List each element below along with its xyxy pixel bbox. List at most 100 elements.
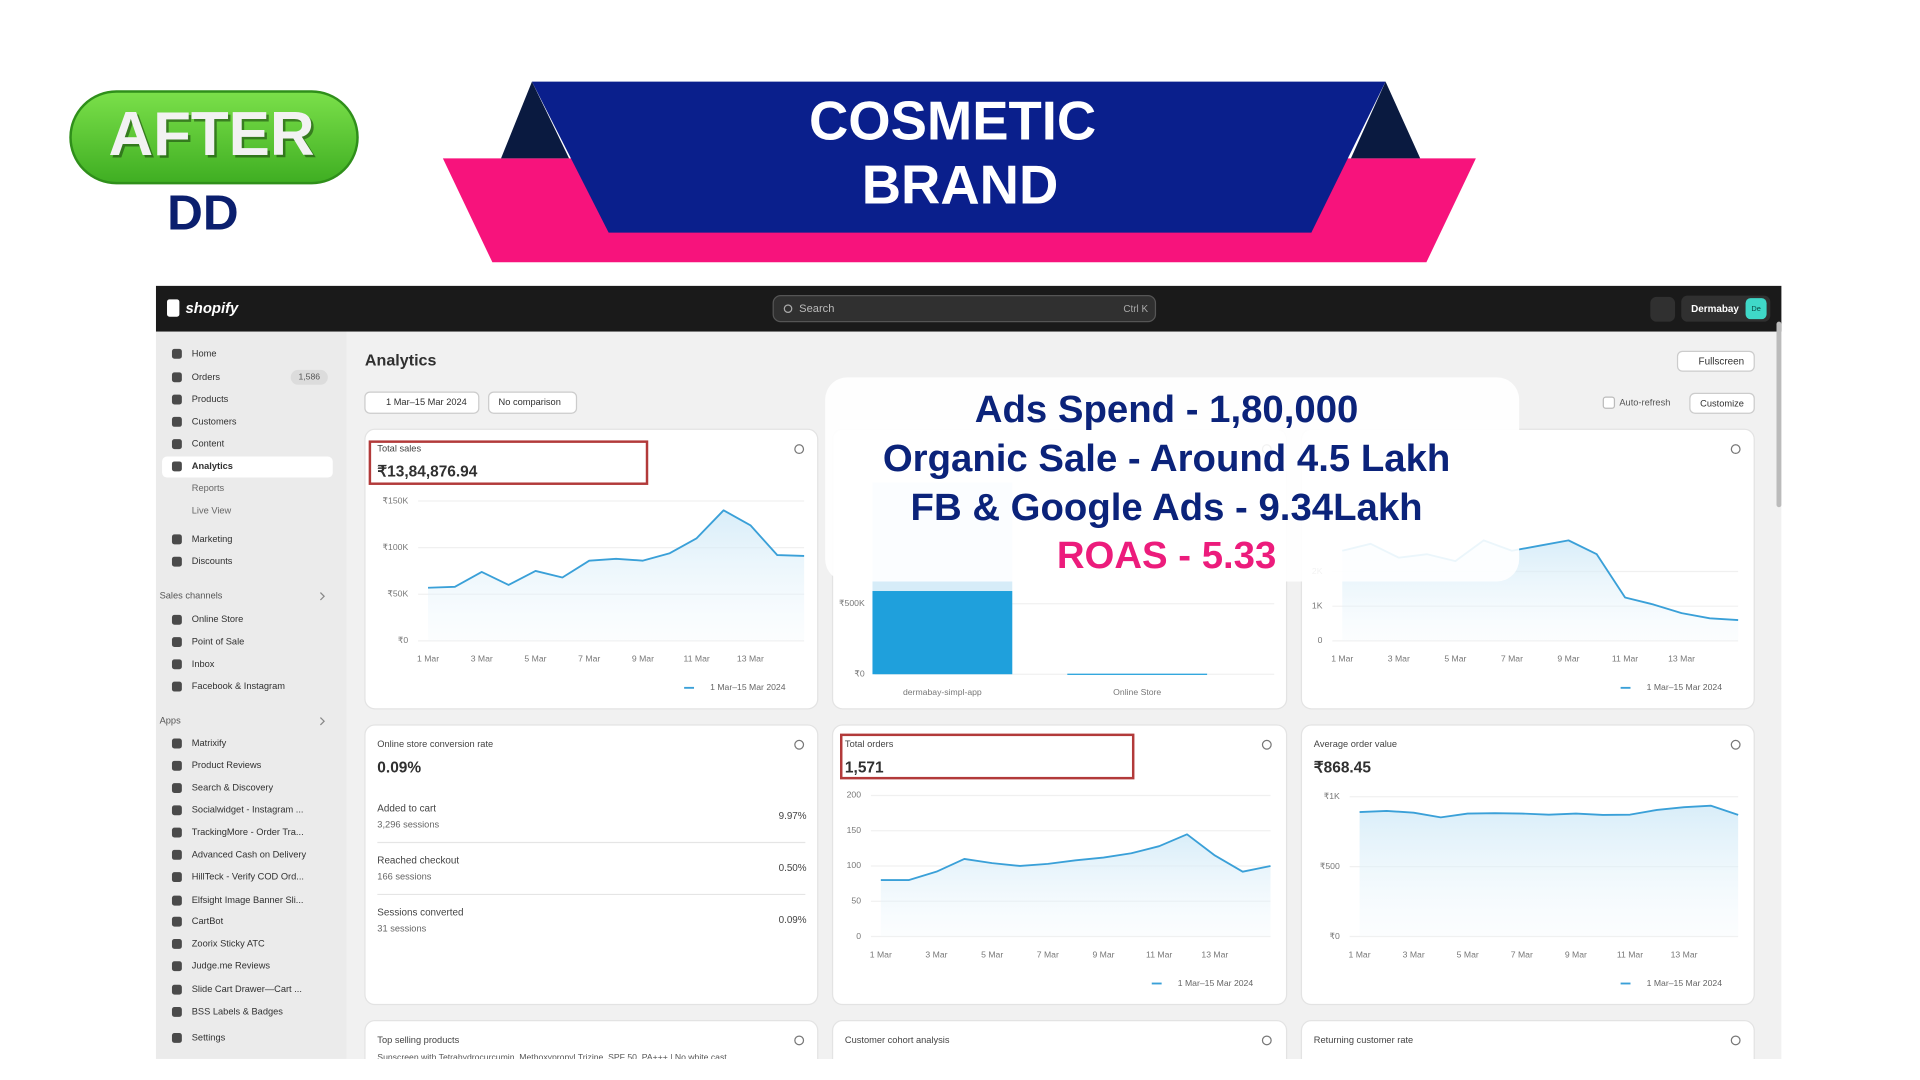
sidebar-item[interactable]: BSS Labels & Badges [192, 1006, 284, 1016]
sidebar-item[interactable]: Inbox [192, 659, 215, 669]
sidebar-item[interactable]: Orders [192, 372, 221, 382]
sidebar [155, 331, 347, 1059]
store-name[interactable]: Dermabay [1691, 304, 1739, 315]
sidebar-item[interactable]: Discounts [192, 556, 233, 566]
sidebar-item[interactable]: Slide Cart Drawer—Cart ... [192, 984, 302, 994]
after-pill [69, 90, 359, 185]
sidebar-item[interactable]: Zoorix Sticky ATC [192, 938, 265, 948]
sidebar-icon [171, 805, 182, 816]
sidebar-item[interactable]: Advanced Cash on Delivery [192, 849, 307, 859]
card-icon[interactable] [1261, 1035, 1272, 1046]
area-fill [1359, 805, 1739, 937]
card-title: Online store conversion rate [377, 739, 493, 749]
logo-icon [167, 299, 180, 317]
line [428, 509, 805, 589]
x-tick-label: 3 Mar [471, 654, 493, 664]
sidebar-item[interactable]: Judge.me Reviews [192, 961, 271, 971]
x-tick-label: 11 Mar [1612, 654, 1638, 664]
sidebar-item[interactable]: Products [192, 394, 229, 404]
sidebar-icon [171, 849, 182, 860]
card-icon[interactable] [794, 739, 805, 750]
x-tick-label: 1 Mar [417, 654, 439, 664]
x-tick-label: 7 Mar [1501, 654, 1523, 664]
autorefresh-label[interactable]: Auto-refresh [1619, 398, 1670, 408]
banner-line: BRAND [862, 155, 1059, 216]
sidebar-item[interactable]: Customers [192, 416, 237, 426]
y-tick-label: 50 [851, 896, 861, 906]
sidebar-item[interactable]: Marketing [192, 534, 233, 544]
card-icon[interactable] [1730, 739, 1741, 750]
y-tick-label: ₹150K [383, 495, 409, 505]
banner-fold [1350, 81, 1421, 159]
sidebar-section: Sales channels [160, 591, 223, 601]
card-icon[interactable] [794, 1035, 805, 1046]
card-icon[interactable] [1730, 1035, 1741, 1046]
chevron [319, 592, 325, 601]
y-tick-label: 200 [847, 790, 862, 800]
row-sub: 166 sessions [377, 872, 431, 882]
sidebar-item[interactable]: Facebook & Instagram [192, 681, 285, 691]
x-tick-label: dermabay-simpl-app [903, 687, 982, 697]
autorefresh-checkbox[interactable] [1602, 396, 1616, 409]
sidebar-item[interactable]: Settings [192, 1032, 226, 1042]
banner-fold [501, 81, 570, 159]
fullscreen-label[interactable]: Fullscreen [1699, 356, 1745, 367]
fullscreen-button[interactable] [1676, 350, 1755, 372]
comparison-button[interactable] [488, 391, 578, 414]
sidebar-item[interactable]: Elfsight Image Banner Sli... [192, 895, 304, 905]
sidebar-item[interactable]: Home [192, 348, 217, 358]
comparison-label[interactable]: No comparison [499, 397, 561, 407]
overlay-line: Ads Spend - 1,80,000 [975, 388, 1359, 431]
customize-button[interactable] [1689, 392, 1755, 414]
sidebar-icon [171, 637, 182, 648]
card-icon[interactable] [794, 444, 805, 455]
line [880, 833, 1271, 882]
card [364, 724, 819, 1006]
sidebar-item[interactable]: CartBot [192, 916, 224, 926]
x-tick-label: 1 Mar [870, 949, 892, 959]
sidebar-item[interactable]: Product Reviews [192, 760, 262, 770]
sidebar-icon [171, 659, 182, 670]
legend-label: 1 Mar–15 Mar 2024 [1647, 978, 1723, 988]
card [1300, 1020, 1755, 1059]
sidebar-subitem[interactable]: Reports [192, 483, 225, 493]
search-box[interactable] [772, 295, 1157, 323]
y-tick-label: ₹0 [398, 635, 408, 645]
sidebar-icon [171, 372, 182, 383]
card-title: Total orders [845, 739, 894, 749]
card-title: Top selling products [377, 1035, 459, 1045]
x-tick-label: 5 Mar [981, 949, 1003, 959]
x-tick-label: 13 Mar [1668, 654, 1695, 664]
date-button[interactable] [364, 391, 480, 414]
area-fill [880, 834, 1271, 937]
customize-label[interactable]: Customize [1700, 398, 1744, 408]
date-label[interactable]: 1 Mar–15 Mar 2024 [386, 397, 467, 407]
y-tick-label: ₹100K [383, 542, 409, 552]
sidebar-icon [171, 916, 182, 927]
sidebar-item[interactable]: Content [192, 439, 225, 449]
x-tick-label: 3 Mar [1403, 949, 1425, 959]
search-placeholder[interactable]: Search [799, 303, 834, 315]
sidebar-item[interactable]: HillTeck - Verify COD Ord... [192, 872, 304, 882]
sidebar-item[interactable]: Socialwidget - Instagram ... [192, 805, 304, 815]
sidebar-item[interactable]: Online Store [192, 614, 244, 624]
sidebar-item[interactable]: Analytics [192, 461, 233, 471]
x-tick-label: 9 Mar [1557, 654, 1579, 664]
overlay-line: FB & Google Ads - 9.34Lakh [911, 486, 1423, 529]
sidebar-icon [171, 556, 182, 567]
sidebar-item[interactable]: Point of Sale [192, 637, 245, 647]
sidebar-item[interactable]: Search & Discovery [192, 782, 274, 792]
card [831, 1020, 1288, 1059]
sidebar-icon [171, 760, 182, 771]
x-tick-label: 9 Mar [1092, 949, 1114, 959]
card-title: Total sales [377, 444, 421, 454]
card [364, 1020, 819, 1059]
card-icon[interactable] [1730, 444, 1741, 455]
sidebar-item[interactable]: Matrixify [192, 738, 227, 748]
sidebar-item[interactable]: TrackingMore - Order Tra... [192, 827, 304, 837]
card-icon[interactable] [1261, 739, 1272, 750]
bell[interactable] [1650, 296, 1676, 322]
card-title: Customer cohort analysis [845, 1035, 950, 1045]
sidebar-subitem[interactable]: Live View [192, 505, 232, 515]
